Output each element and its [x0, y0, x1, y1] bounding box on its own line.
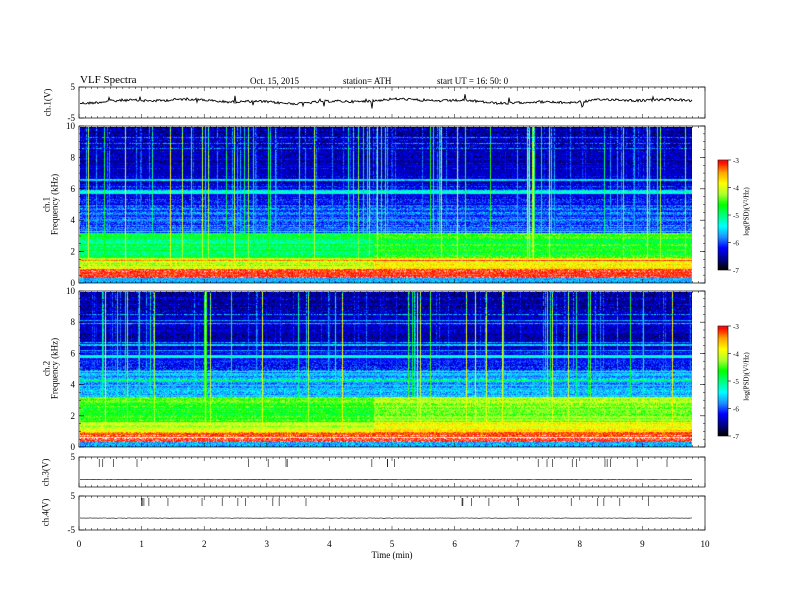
y-tick-label: 6 [71, 348, 76, 358]
colorbar-tick-label: -5 [733, 212, 739, 220]
y-tick-label: 4 [71, 215, 76, 225]
colorbar-tick-label: -4 [733, 185, 739, 193]
ch1-colorbar [718, 160, 728, 270]
x-tick-label: 10 [701, 539, 711, 549]
ch2-spectrogram-heatmap [80, 292, 692, 447]
y-tick-label: 0 [71, 442, 76, 452]
y-tick-label: 5 [71, 491, 76, 501]
x-tick-label: 3 [265, 539, 270, 549]
colorbar-tick-label: -5 [733, 378, 739, 386]
panel-frame [78, 290, 706, 448]
y-tick-label: 4 [71, 380, 76, 390]
y-tick-label: -5 [68, 525, 76, 535]
y-tick-label: 8 [71, 152, 76, 162]
x-tick-label: 6 [452, 539, 457, 549]
y-tick-label: -5 [68, 113, 76, 123]
x-tick-label: 4 [327, 539, 332, 549]
y-tick-label: 10 [66, 286, 76, 296]
ch1-spectrogram-heatmap [80, 127, 692, 283]
y-tick-label: 0 [71, 278, 76, 288]
x-tick-label: 7 [515, 539, 520, 549]
panel-frame [78, 86, 706, 119]
x-tick-label: 0 [77, 539, 82, 549]
panel-frame [78, 125, 706, 284]
ch2-colorbar [718, 326, 728, 436]
colorbar-tick-label: -3 [733, 157, 739, 165]
y-tick-label: 5 [71, 82, 76, 92]
colorbar-tick-label: -7 [733, 433, 739, 441]
y-tick-label: 8 [71, 317, 76, 327]
y-tick-label: 2 [71, 247, 76, 257]
y-tick-label: 6 [71, 184, 76, 194]
page-title: VLF Spectra [80, 74, 137, 86]
date-label: Oct. 15, 2015 [250, 76, 299, 86]
x-axis-label: Time (min) [372, 550, 413, 560]
colorbar-tick-label: -6 [733, 406, 739, 414]
waveform-trace-ch1 [79, 94, 693, 109]
x-tick-label: 2 [202, 539, 207, 549]
panel-frame [78, 495, 706, 531]
colorbar-tick-label: -4 [733, 351, 739, 359]
station-label: station= ATH [343, 76, 392, 86]
x-tick-label: 5 [390, 539, 395, 549]
x-tick-label: 8 [578, 539, 583, 549]
x-tick-label: 9 [640, 539, 645, 549]
y-tick-label: 5 [71, 452, 76, 462]
colorbar-tick-label: -3 [733, 323, 739, 331]
colorbar-frame [717, 159, 729, 271]
colorbar-frame [717, 325, 729, 437]
x-tick-label: 1 [139, 539, 144, 549]
y-tick-label: 2 [71, 411, 76, 421]
y-tick-label: 10 [66, 121, 76, 131]
start-time-label: start UT = 16: 50: 0 [437, 76, 509, 86]
colorbar-tick-label: -7 [733, 267, 739, 275]
colorbar-tick-label: -6 [733, 240, 739, 248]
panel-frame [78, 456, 706, 488]
